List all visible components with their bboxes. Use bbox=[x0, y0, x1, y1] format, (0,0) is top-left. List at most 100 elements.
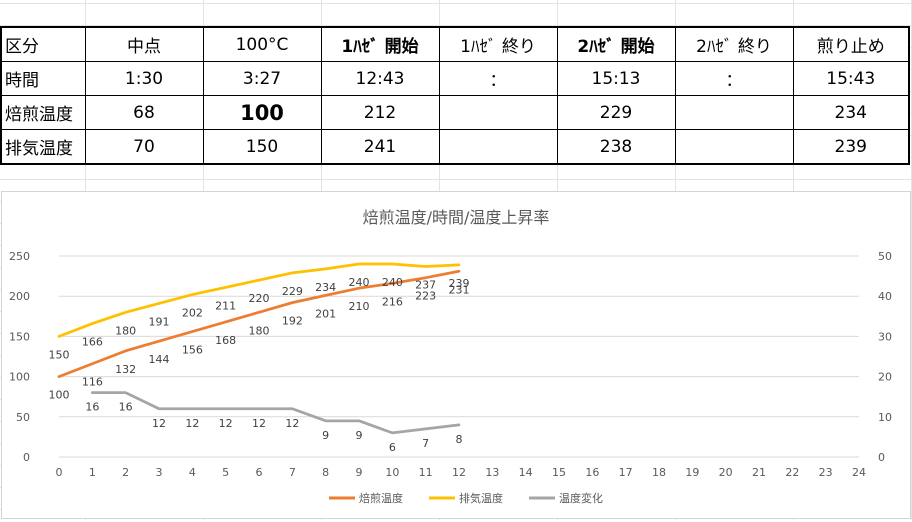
table-cell[interactable]: 70 bbox=[84, 129, 204, 165]
data-label: 240 bbox=[349, 276, 370, 289]
y2-tick-label: 0 bbox=[878, 451, 885, 464]
y2-tick-label: 10 bbox=[878, 411, 892, 424]
x-tick-label: 3 bbox=[156, 466, 163, 479]
table-header-cell[interactable]: 煎り止め bbox=[792, 26, 910, 62]
x-tick-label: 1 bbox=[89, 466, 96, 479]
table-cell[interactable]: 229 bbox=[556, 95, 676, 130]
y2-tick-label: 30 bbox=[878, 330, 892, 343]
x-tick-label: 23 bbox=[819, 466, 833, 479]
chart-area[interactable]: 焙煎温度/時間/温度上昇率 0 50 100 150 200 250 0 10 20 30 40 50… bbox=[1, 191, 911, 519]
data-label: 166 bbox=[82, 336, 103, 349]
data-label: 144 bbox=[149, 353, 170, 366]
table-cell[interactable]: ： bbox=[674, 61, 794, 96]
y-tick-label: 0 bbox=[23, 451, 30, 464]
data-label: 9 bbox=[356, 429, 363, 442]
table-cell[interactable] bbox=[674, 95, 794, 130]
table-cell[interactable]: 3:27 bbox=[202, 61, 322, 96]
table-cell[interactable]: 241 bbox=[320, 129, 440, 165]
series-line bbox=[57, 262, 461, 338]
data-label: 229 bbox=[282, 285, 303, 298]
data-label: 16 bbox=[119, 401, 133, 414]
data-label: 180 bbox=[115, 324, 136, 337]
x-tick-label: 18 bbox=[652, 466, 666, 479]
x-tick-label: 0 bbox=[56, 466, 63, 479]
data-label: 239 bbox=[449, 277, 470, 290]
data-label: 6 bbox=[389, 441, 396, 454]
data-label: 9 bbox=[322, 429, 329, 442]
data-label: 12 bbox=[152, 417, 166, 430]
data-label: 202 bbox=[182, 307, 203, 320]
table-cell[interactable]: 234 bbox=[792, 95, 910, 130]
x-tick-label: 11 bbox=[419, 466, 433, 479]
table-cell[interactable]: 焙煎温度 bbox=[0, 95, 86, 130]
table-header-cell[interactable]: 1ﾊｾﾞ 終り bbox=[438, 26, 558, 62]
table-cell[interactable]: 68 bbox=[84, 95, 204, 130]
y-tick-label: 250 bbox=[9, 250, 30, 263]
data-label: 100 bbox=[49, 389, 70, 402]
data-label: 210 bbox=[349, 300, 370, 313]
data-label: 150 bbox=[49, 348, 70, 361]
table-cell[interactable]: 150 bbox=[202, 129, 322, 165]
y-tick-label: 100 bbox=[9, 371, 30, 384]
table-cell[interactable]: 238 bbox=[556, 129, 676, 165]
data-label: 116 bbox=[82, 376, 103, 389]
table-row: 時間 1:30 3:27 12:43： 15:13： 15:43 bbox=[0, 61, 910, 96]
x-tick-label: 6 bbox=[256, 466, 263, 479]
table-cell[interactable] bbox=[674, 129, 794, 165]
data-label: 216 bbox=[382, 295, 403, 308]
table-header-cell[interactable]: 区分 bbox=[0, 26, 86, 62]
x-tick-label: 7 bbox=[289, 466, 296, 479]
y2-tick-label: 40 bbox=[878, 290, 892, 303]
data-label: 168 bbox=[215, 334, 236, 347]
table-cell[interactable]: 212 bbox=[320, 95, 440, 130]
x-tick-label: 12 bbox=[452, 466, 466, 479]
y-tick-label: 150 bbox=[9, 330, 30, 343]
table-cell[interactable]: 時間 bbox=[0, 61, 86, 96]
x-tick-label: 19 bbox=[685, 466, 699, 479]
x-tick-label: 2 bbox=[122, 466, 129, 479]
data-label: 132 bbox=[115, 363, 136, 376]
x-tick-label: 14 bbox=[519, 466, 533, 479]
data-label: 191 bbox=[149, 315, 170, 328]
x-tick-label: 20 bbox=[719, 466, 733, 479]
x-tick-label: 16 bbox=[585, 466, 599, 479]
data-label: 201 bbox=[315, 307, 336, 320]
table-cell[interactable]: 12:43 bbox=[320, 61, 440, 96]
data-label: 7 bbox=[422, 437, 429, 450]
table-row: 排気温度 70 150 241 238 239 bbox=[0, 129, 910, 165]
table-cell[interactable]: 15:13 bbox=[556, 61, 676, 96]
table-cell[interactable]: 15:43 bbox=[792, 61, 910, 96]
table-cell[interactable] bbox=[438, 95, 558, 130]
data-label: 220 bbox=[249, 292, 270, 305]
data-label: 223 bbox=[415, 290, 436, 303]
roast-summary-table: 区分 中点 100°C 1ﾊｾﾞ 開始 1ﾊｾﾞ 終り 2ﾊｾﾞ 開始 2ﾊｾﾞ 終り 煎り止… bbox=[0, 26, 910, 165]
x-tick-label: 22 bbox=[785, 466, 799, 479]
x-tick-label: 5 bbox=[222, 466, 229, 479]
table-header-cell[interactable]: 2ﾊｾﾞ 終り bbox=[674, 26, 794, 62]
data-label: 231 bbox=[449, 283, 470, 296]
data-label: 237 bbox=[415, 278, 436, 291]
data-label: 211 bbox=[215, 299, 236, 312]
x-tick-label: 4 bbox=[189, 466, 196, 479]
table-cell[interactable]: ： bbox=[438, 61, 558, 96]
table-row: 焙煎温度 68 100 212 229 234 bbox=[0, 95, 910, 130]
data-label: 12 bbox=[252, 417, 266, 430]
y2-tick-label: 50 bbox=[878, 250, 892, 263]
y2-tick-label: 20 bbox=[878, 371, 892, 384]
table-header-cell[interactable]: 100°C bbox=[202, 26, 322, 62]
table-cell[interactable]: 239 bbox=[792, 129, 910, 165]
table-header-cell[interactable]: 2ﾊｾﾞ 開始 bbox=[556, 26, 676, 62]
table-header-cell[interactable]: 1ﾊｾﾞ 開始 bbox=[320, 26, 440, 62]
x-tick-label: 21 bbox=[752, 466, 766, 479]
table-cell[interactable] bbox=[438, 129, 558, 165]
data-label: 12 bbox=[285, 417, 299, 430]
table-header-cell[interactable]: 中点 bbox=[84, 26, 204, 62]
table-cell[interactable]: 1:30 bbox=[84, 61, 204, 96]
y-tick-label: 200 bbox=[9, 290, 30, 303]
table-cell[interactable]: 排気温度 bbox=[0, 129, 86, 165]
data-label: 12 bbox=[219, 417, 233, 430]
data-label: 192 bbox=[282, 315, 303, 328]
data-label: 12 bbox=[185, 417, 199, 430]
table-cell[interactable]: 100 bbox=[202, 95, 322, 130]
chart-title: 焙煎温度/時間/温度上昇率 bbox=[363, 208, 550, 227]
